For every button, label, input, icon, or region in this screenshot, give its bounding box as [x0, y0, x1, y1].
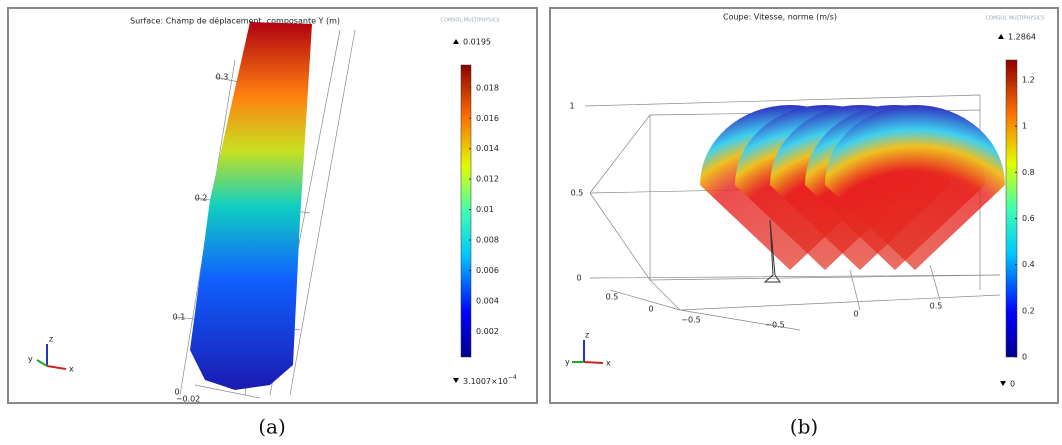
logo: COMSOL MULTIPHYSICS [441, 18, 500, 24]
tick-label: 0.8 [1022, 168, 1035, 177]
tick-label: 0.4 [1022, 260, 1035, 269]
colorbar-min: 3.1007×10−4 [463, 374, 517, 386]
colorbar-ticks: 0 0.2 0.4 0.6 0.8 1 1.2 [1015, 75, 1035, 362]
tick-label: 0.01 [476, 205, 494, 214]
tick-label: 0.002 [476, 327, 499, 336]
min-marker [453, 378, 459, 383]
tick-label: 0.012 [476, 175, 499, 184]
colorbar-max: 0.0195 [463, 38, 491, 47]
triad-label: z [585, 331, 589, 340]
tick-label: 0.006 [476, 266, 499, 275]
triad-label: x [69, 365, 74, 374]
velocity-slices [700, 105, 1005, 283]
axis-label: 0.5 [606, 293, 619, 302]
colorbar-min: 0 [1010, 380, 1015, 389]
deformed-body [190, 22, 312, 390]
logo: COMSOL MULTIPHYSICS [986, 16, 1045, 22]
colorbar [460, 64, 472, 358]
tick-label: 0.014 [476, 144, 499, 153]
tick-label: 1 [1022, 122, 1027, 131]
triad-label: y [565, 358, 570, 367]
axis-label: 0 [648, 305, 653, 314]
triad: z y x [565, 331, 611, 368]
min-label: 3.1007×10 [463, 377, 508, 386]
panel-title: Coupe: Vitesse, norme (m/s) [723, 13, 837, 22]
axis-label: 0.2 [195, 194, 208, 203]
axis-label: 0 [174, 388, 179, 397]
axis-label: 0.5 [930, 302, 943, 311]
axis-label: −0.5 [681, 316, 700, 325]
panel-title: Surface: Champ de déplacement, composant… [130, 16, 340, 26]
tick-label: 0.008 [476, 235, 499, 244]
axis-label: −0.5 [765, 321, 784, 330]
colorbar [1005, 59, 1018, 358]
axis-label: 0 [576, 274, 581, 283]
tick-label: 1.2 [1022, 75, 1035, 84]
tick-label: 0 [1022, 353, 1027, 362]
min-marker [1000, 381, 1006, 386]
triad-label: z [49, 335, 53, 344]
tick-label: 0.6 [1022, 214, 1035, 223]
axis-label: 1 [569, 102, 574, 111]
min-exponent: −4 [508, 374, 517, 381]
axis-label: 0 [853, 310, 858, 319]
max-marker [998, 34, 1004, 39]
colorbar-max: 1.2864 [1008, 33, 1036, 42]
triad-label: y [28, 355, 33, 364]
axis-label: 0.3 [216, 73, 229, 82]
axis-label: 0.5 [571, 189, 584, 198]
tick-label: 0.004 [476, 296, 499, 305]
tick-label: 0.2 [1022, 306, 1035, 315]
axis-label: 0.1 [173, 313, 186, 322]
triad: z y x [28, 335, 74, 374]
max-marker [453, 39, 459, 44]
tick-label: 0.018 [476, 83, 499, 92]
caption: (b) [790, 415, 818, 439]
tick-label: 0.016 [476, 114, 499, 123]
caption: (a) [258, 415, 286, 439]
colorbar-ticks: 0.002 0.004 0.006 0.008 0.01 0.012 0.014 0.016 0… [469, 83, 499, 336]
axis-label: −0.02 [176, 395, 201, 404]
triad-label: x [606, 359, 611, 368]
